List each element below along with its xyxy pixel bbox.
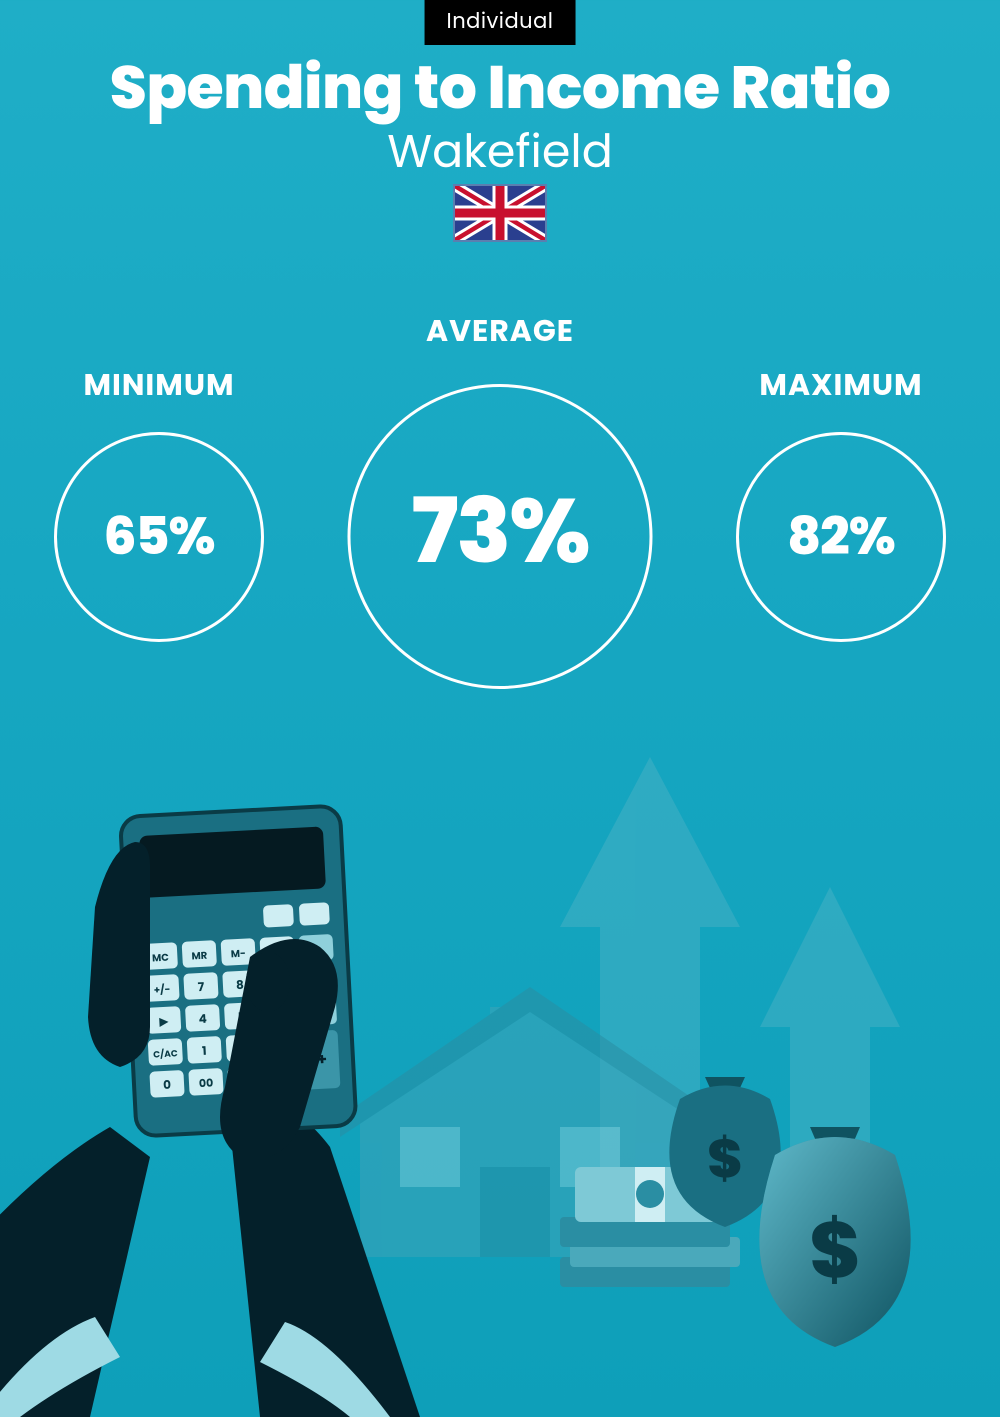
svg-text:+/-: +/- [153,982,170,998]
svg-text:3: 3 [278,1039,286,1056]
svg-text:0: 0 [163,1077,172,1094]
svg-text:5: 5 [237,1009,246,1026]
svg-text:M-: M- [230,946,246,962]
uk-flag-icon [453,184,547,242]
svg-text:9: 9 [275,975,283,992]
svg-text:MC: MC [152,950,170,966]
up-arrows-icon [560,757,900,1247]
svg-text:×: × [314,973,323,990]
svg-text:÷: ÷ [312,941,320,958]
svg-text:1: 1 [202,1043,207,1060]
maximum-value: 82% [787,498,895,576]
svg-text:$: $ [707,1120,743,1196]
svg-text:=: = [278,1068,289,1088]
svg-text:$: $ [809,1196,861,1305]
finance-illustration: $ $ [0,697,1000,1417]
minimum-value: 65% [103,498,214,576]
svg-text:−: − [315,1002,324,1022]
hands-calculator-icon: MC MR M- M+ ÷ +/- 7 8 9 × ▶ 4 5 6 − C/AC… [0,805,420,1417]
category-badge: Individual [425,0,576,45]
svg-text:7: 7 [197,979,205,996]
maximum-label: MAXIMUM [682,362,1000,408]
svg-text:▶: ▶ [158,1013,169,1030]
minimum-circle: 65% [54,432,264,642]
maximum-circle: 82% [736,432,946,642]
average-circle: 73% [348,384,653,689]
svg-text:00: 00 [198,1074,213,1091]
cash-stack-icon [560,1167,740,1287]
svg-text:2: 2 [239,1041,247,1058]
svg-text:8: 8 [236,977,245,994]
svg-text:M+: M+ [269,944,285,960]
svg-text:.: . [242,1070,247,1090]
minimum-label: MINIMUM [0,362,318,408]
average-value: 73% [411,463,588,599]
location-subtitle: Wakefield [0,118,1000,187]
svg-text:6: 6 [276,1007,285,1024]
house-icon [340,987,720,1257]
svg-text:MR: MR [191,948,208,964]
category-badge-label: Individual [447,7,554,36]
svg-text:+: + [316,1048,327,1071]
svg-text:C/AC: C/AC [153,1048,178,1061]
svg-text:4: 4 [198,1011,207,1028]
average-label: AVERAGE [0,308,1000,354]
money-bags-icon: $ $ [669,1077,910,1347]
